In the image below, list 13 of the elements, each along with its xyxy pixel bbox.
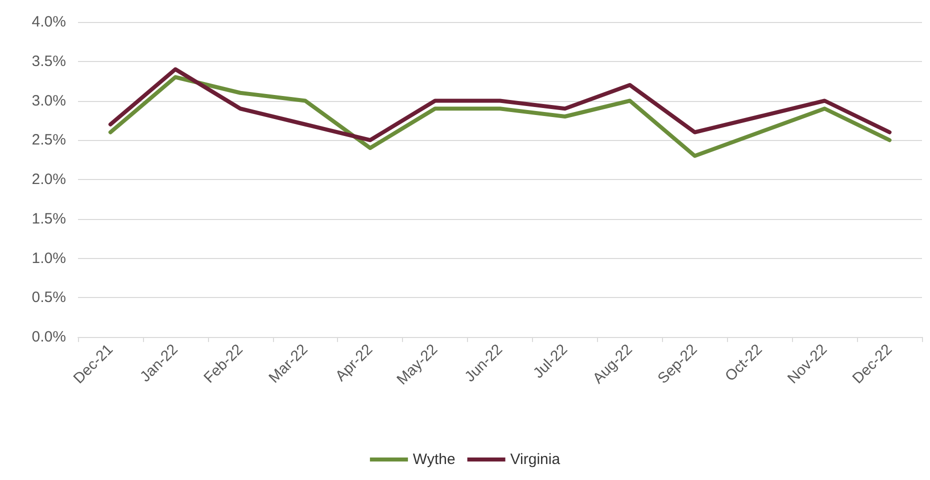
y-tick-label: 2.0% [32,171,66,188]
y-tick-label: 4.0% [32,14,66,30]
legend-label: Virginia [510,451,561,468]
legend-label: Wythe [412,451,456,468]
y-tick-label: 1.5% [32,210,66,228]
line-series [108,75,892,158]
y-tick-label: 0.5% [32,289,66,306]
line-series [108,67,892,142]
y-tick-label: 0.0% [32,328,66,346]
y-tick-label: 2.5% [32,132,66,149]
y-tick-label: 3.0% [32,92,66,110]
y-tick-label: 3.5% [32,52,66,70]
y-tick-label: 1.0% [32,250,66,267]
